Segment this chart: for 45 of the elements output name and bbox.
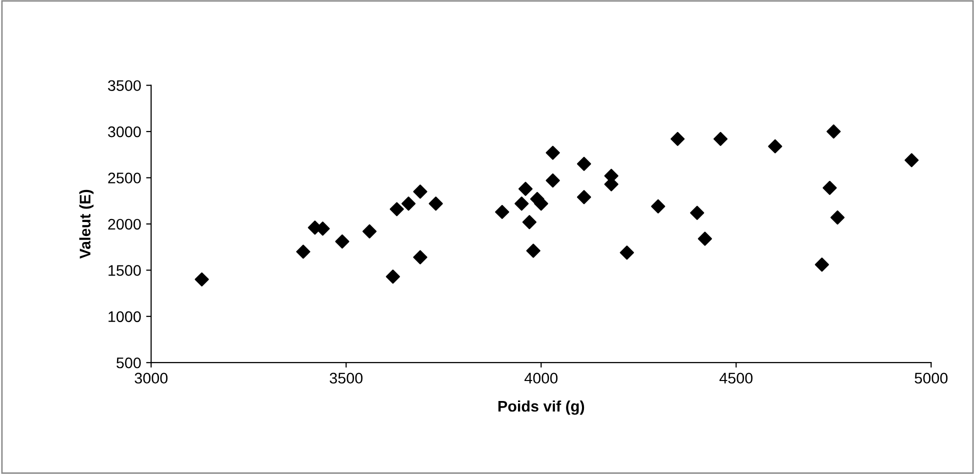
x-tick-label: 3500 xyxy=(330,372,363,384)
point xyxy=(690,206,704,220)
y-tick-label: 2000 xyxy=(108,218,141,230)
point xyxy=(768,139,782,154)
y-tick-label: 500 xyxy=(116,357,141,368)
y-tick-label: 1000 xyxy=(108,311,141,322)
point xyxy=(413,184,428,199)
x-tick-label: 5000 xyxy=(914,372,948,384)
point xyxy=(546,173,560,188)
x-tick-label: 4000 xyxy=(524,372,558,384)
y-axis-title: Valeut (E) xyxy=(79,190,94,259)
point xyxy=(620,246,634,260)
x-axis-title: Poids vif (g) xyxy=(498,400,584,415)
point xyxy=(495,204,510,220)
point xyxy=(830,210,845,225)
point xyxy=(713,132,728,146)
point xyxy=(335,234,350,249)
point xyxy=(194,272,209,286)
point xyxy=(428,196,443,211)
y-tick-label: 3500 xyxy=(108,80,141,92)
x-tick-label: 4500 xyxy=(719,372,753,384)
point xyxy=(814,258,829,272)
point xyxy=(386,270,400,284)
x-tick-label: 3000 xyxy=(134,372,168,384)
point xyxy=(390,202,404,216)
point xyxy=(526,244,540,258)
point xyxy=(296,244,310,259)
point xyxy=(698,232,712,246)
point xyxy=(413,250,428,264)
point xyxy=(670,132,685,146)
point xyxy=(362,224,377,238)
point xyxy=(514,196,529,211)
point xyxy=(401,196,416,211)
point xyxy=(522,215,536,230)
point xyxy=(576,190,592,204)
point xyxy=(518,182,533,196)
point xyxy=(651,199,666,214)
y-tick-label: 1500 xyxy=(108,265,141,276)
point xyxy=(822,180,837,195)
point xyxy=(904,153,919,168)
point xyxy=(576,156,592,171)
point xyxy=(546,146,560,160)
point xyxy=(826,124,841,139)
y-tick-label: 2500 xyxy=(108,172,141,184)
y-tick-label: 3000 xyxy=(108,126,141,138)
